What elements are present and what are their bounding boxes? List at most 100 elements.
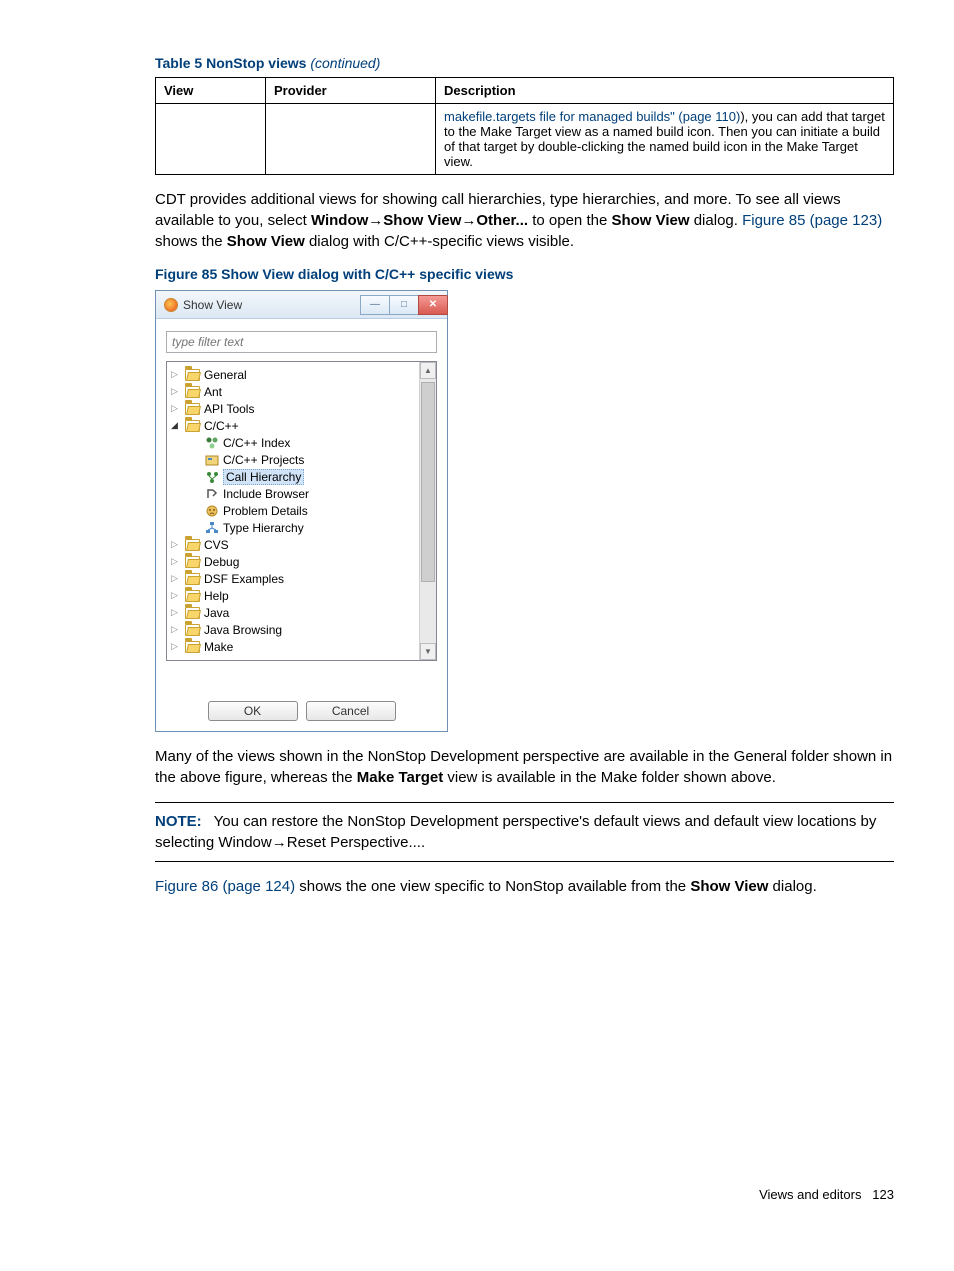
th-provider: Provider bbox=[266, 78, 436, 104]
expand-icon[interactable]: ▷ bbox=[171, 369, 181, 380]
show-view-dialog: Show View — □ ✕ ▷ General ▷ Ant ▷ API Tools ◢ C… bbox=[155, 290, 448, 732]
call-icon bbox=[205, 470, 219, 484]
tree-folder[interactable]: ◢ C/C++ bbox=[169, 417, 417, 434]
table-row: makefile.targets file for managed builds… bbox=[156, 104, 894, 175]
folder-icon bbox=[185, 607, 200, 619]
tree-item-label: CVS bbox=[204, 538, 229, 552]
tree-folder[interactable]: ▷ DSF Examples bbox=[169, 570, 417, 587]
tree-folder[interactable]: ▷ Java Browsing bbox=[169, 621, 417, 638]
table-caption-bold: Table 5 NonStop views bbox=[155, 55, 310, 71]
problem-icon bbox=[205, 504, 219, 518]
expand-icon[interactable]: ▷ bbox=[171, 556, 181, 567]
paragraph-1: CDT provides additional views for showin… bbox=[155, 189, 894, 252]
tree-item-label: Debug bbox=[204, 555, 239, 569]
dialog-titlebar[interactable]: Show View — □ ✕ bbox=[156, 291, 447, 319]
expand-icon[interactable]: ▷ bbox=[171, 573, 181, 584]
note-label: NOTE: bbox=[155, 813, 202, 830]
expand-icon[interactable]: ▷ bbox=[171, 641, 181, 652]
include-icon bbox=[205, 487, 219, 501]
page-number: 123 bbox=[872, 1187, 894, 1202]
cell-description: makefile.targets file for managed builds… bbox=[436, 104, 894, 175]
expand-icon[interactable]: ▷ bbox=[171, 403, 181, 414]
tree-item-label: C/C++ Index bbox=[223, 436, 290, 450]
th-description: Description bbox=[436, 78, 894, 104]
folder-icon bbox=[185, 641, 200, 653]
tree-item-label: Call Hierarchy bbox=[223, 469, 304, 485]
note-block: NOTE:You can restore the NonStop Develop… bbox=[155, 802, 894, 862]
type-icon bbox=[205, 521, 219, 535]
view-tree[interactable]: ▷ General ▷ Ant ▷ API Tools ◢ C/C++ C/C++ Index C… bbox=[167, 362, 419, 660]
dialog-title-text: Show View bbox=[183, 298, 242, 312]
tree-leaf[interactable]: Include Browser bbox=[169, 485, 417, 502]
cell-view bbox=[156, 104, 266, 175]
tree-folder[interactable]: ▷ Java bbox=[169, 604, 417, 621]
figure-link-85[interactable]: Figure 85 (page 123) bbox=[742, 212, 882, 229]
scroll-up-icon[interactable]: ▲ bbox=[420, 362, 436, 379]
tree-item-label: Java Browsing bbox=[204, 623, 282, 637]
folder-icon bbox=[185, 624, 200, 636]
folder-icon bbox=[185, 539, 200, 551]
tree-item-label: Java bbox=[204, 606, 229, 620]
ok-button[interactable]: OK bbox=[208, 701, 298, 721]
figure-caption: Figure 85 Show View dialog with C/C++ sp… bbox=[155, 266, 894, 282]
folder-icon bbox=[185, 386, 200, 398]
tree-folder[interactable]: ▷ Ant bbox=[169, 383, 417, 400]
maximize-button[interactable]: □ bbox=[389, 295, 419, 315]
collapse-icon[interactable]: ◢ bbox=[171, 420, 181, 431]
expand-icon[interactable]: ▷ bbox=[171, 624, 181, 635]
tree-folder[interactable]: ▷ General bbox=[169, 366, 417, 383]
scroll-down-icon[interactable]: ▼ bbox=[420, 643, 436, 660]
nonstop-views-table: View Provider Description makefile.targe… bbox=[155, 77, 894, 175]
tree-item-label: Ant bbox=[204, 385, 222, 399]
tree-folder[interactable]: ▷ CVS bbox=[169, 536, 417, 553]
tree-item-label: Type Hierarchy bbox=[223, 521, 304, 535]
eclipse-icon bbox=[164, 298, 178, 312]
projects-icon bbox=[205, 453, 219, 467]
desc-link: makefile.targets file for managed builds… bbox=[444, 109, 740, 124]
tree-leaf[interactable]: C/C++ Projects bbox=[169, 451, 417, 468]
expand-icon[interactable]: ▷ bbox=[171, 590, 181, 601]
folder-icon bbox=[185, 369, 200, 381]
scrollbar[interactable]: ▲ ▼ bbox=[419, 362, 436, 660]
tree-folder[interactable]: ▷ Debug bbox=[169, 553, 417, 570]
tree-item-label: API Tools bbox=[204, 402, 254, 416]
tree-item-label: General bbox=[204, 368, 247, 382]
th-view: View bbox=[156, 78, 266, 104]
cancel-button[interactable]: Cancel bbox=[306, 701, 396, 721]
table-caption: Table 5 NonStop views (continued) bbox=[155, 55, 894, 71]
paragraph-2: Many of the views shown in the NonStop D… bbox=[155, 746, 894, 788]
folder-icon bbox=[185, 556, 200, 568]
tree-item-label: Make bbox=[204, 640, 233, 654]
tree-leaf[interactable]: Call Hierarchy bbox=[169, 468, 417, 485]
tree-folder[interactable]: ▷ API Tools bbox=[169, 400, 417, 417]
close-button[interactable]: ✕ bbox=[418, 295, 448, 315]
cell-provider bbox=[266, 104, 436, 175]
tree-item-label: C/C++ bbox=[204, 419, 239, 433]
tree-leaf[interactable]: Problem Details bbox=[169, 502, 417, 519]
expand-icon[interactable]: ▷ bbox=[171, 539, 181, 550]
tree-leaf[interactable]: Type Hierarchy bbox=[169, 519, 417, 536]
tree-leaf[interactable]: C/C++ Index bbox=[169, 434, 417, 451]
tree-item-label: Include Browser bbox=[223, 487, 309, 501]
folder-icon bbox=[185, 403, 200, 415]
folder-icon bbox=[185, 590, 200, 602]
tree-item-label: Problem Details bbox=[223, 504, 308, 518]
tree-item-label: Help bbox=[204, 589, 229, 603]
folder-icon bbox=[185, 420, 200, 432]
tree-folder[interactable]: ▷ Help bbox=[169, 587, 417, 604]
paragraph-3: Figure 86 (page 124) shows the one view … bbox=[155, 876, 894, 897]
figure-link-86[interactable]: Figure 86 (page 124) bbox=[155, 878, 295, 895]
folder-icon bbox=[185, 573, 200, 585]
tree-folder[interactable]: ▷ Make bbox=[169, 638, 417, 655]
tree-item-label: C/C++ Projects bbox=[223, 453, 304, 467]
minimize-button[interactable]: — bbox=[360, 295, 390, 315]
tree-item-label: DSF Examples bbox=[204, 572, 284, 586]
table-caption-italic: (continued) bbox=[310, 55, 380, 71]
scroll-thumb[interactable] bbox=[421, 382, 435, 582]
page-footer: Views and editors 123 bbox=[155, 1187, 894, 1202]
expand-icon[interactable]: ▷ bbox=[171, 386, 181, 397]
expand-icon[interactable]: ▷ bbox=[171, 607, 181, 618]
filter-input[interactable] bbox=[166, 331, 437, 353]
index-icon bbox=[205, 436, 219, 450]
footer-text: Views and editors bbox=[759, 1187, 861, 1202]
